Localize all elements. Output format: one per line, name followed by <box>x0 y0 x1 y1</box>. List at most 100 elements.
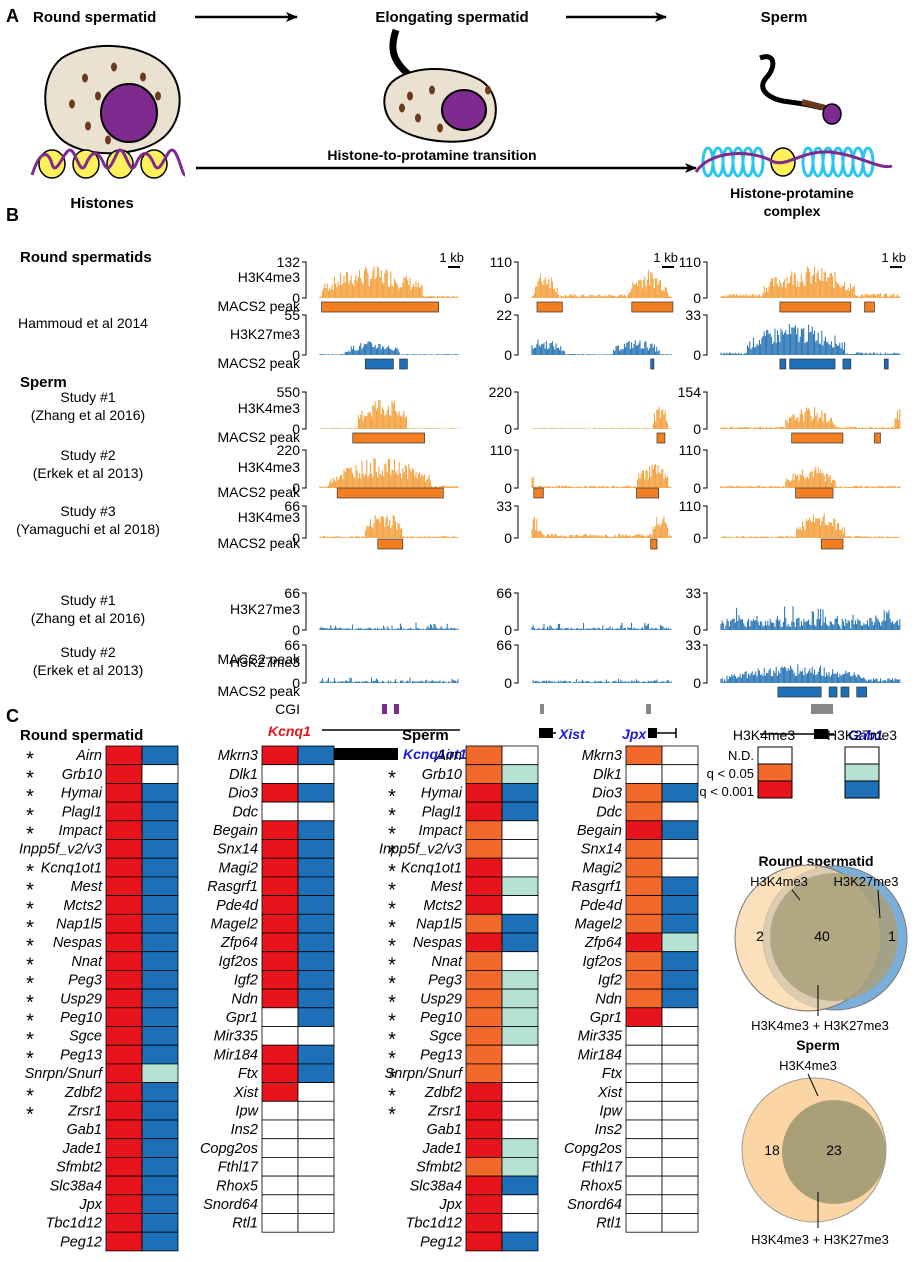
gene-name: Snord64 <box>567 1197 622 1213</box>
gene-name: Airn <box>435 748 462 764</box>
gene-name: Zfp64 <box>584 935 622 951</box>
signal-track <box>531 622 672 630</box>
macs2-peak <box>842 358 852 370</box>
track-mark-label: H3K4me3 <box>238 269 300 285</box>
heatmap-cell <box>141 932 179 953</box>
heatmap-cell <box>465 913 503 934</box>
gene-name: Inpp5f_v2/v3 <box>379 842 462 858</box>
gene-name: Dlk1 <box>593 767 622 783</box>
heatmap-cell <box>501 895 539 915</box>
gene-name: Zfp64 <box>220 935 258 951</box>
heatmap-cell <box>141 1100 179 1121</box>
track-axis <box>302 505 307 539</box>
legend-swatch-q0001-h3k27 <box>844 780 880 799</box>
heatmap-cell <box>261 1007 299 1027</box>
track-mark-label: H3K27me3 <box>230 326 300 342</box>
heatmap-cell <box>105 1119 143 1140</box>
track-axis <box>703 505 708 539</box>
heatmap-cell <box>661 1119 699 1140</box>
heatmap-cell <box>501 764 539 784</box>
significance-star: * <box>388 898 396 920</box>
venn-round-label-both: H3K4me3 + H3K27me3 <box>751 1018 889 1033</box>
track-max-label: 55 <box>284 307 300 323</box>
gene-body <box>539 728 553 738</box>
track-zero-label: 0 <box>693 290 701 306</box>
gene-name: Igf2 <box>234 973 258 989</box>
signal-track <box>319 400 459 429</box>
heatmap-cell <box>501 876 539 897</box>
track-max-label: 110 <box>490 442 513 458</box>
track-axis <box>514 505 519 539</box>
macs2-peak <box>399 358 408 370</box>
heatmap-cell <box>625 783 663 803</box>
study-ref-label: (Erkek et al 2013) <box>33 662 144 678</box>
heatmap-cell <box>465 1026 503 1046</box>
gene-name: Dlk1 <box>229 767 258 783</box>
signal-track <box>720 664 901 683</box>
macs2-peak <box>352 432 425 444</box>
heatmap-cell <box>105 1231 143 1252</box>
panel-letter-a: A <box>6 6 19 26</box>
macs2-peak <box>377 538 404 550</box>
heatmap-cell <box>297 1063 335 1084</box>
track-max-label: 66 <box>284 585 300 601</box>
signal-track <box>319 677 459 683</box>
heatmap-cell <box>661 913 699 934</box>
heatmap-cell <box>141 857 179 878</box>
signal-track <box>531 464 672 488</box>
heatmap-cell <box>661 1007 699 1027</box>
heatmap-cell <box>141 895 179 915</box>
macs2-peak <box>840 686 850 698</box>
study-ref-label: (Zhang et al 2016) <box>31 407 145 423</box>
significance-star: * <box>388 973 396 995</box>
heatmap-cell <box>625 932 663 953</box>
heatmap-cell <box>465 1044 503 1065</box>
gene-name: Peg10 <box>420 1010 462 1026</box>
significance-star: * <box>388 880 396 902</box>
legend-swatch-q0001-h3k4 <box>757 780 793 799</box>
heatmap-cell <box>141 1026 179 1046</box>
heatmap-cell <box>261 1213 299 1233</box>
gene-name: Sfmbt2 <box>56 1160 102 1176</box>
track-zero-label: 0 <box>504 622 512 638</box>
venn-sperm-label-both: H3K4me3 + H3K27me3 <box>751 1232 889 1247</box>
macs2-peak <box>364 358 394 370</box>
gene-name: Snord64 <box>203 1197 258 1213</box>
heatmap-cell <box>501 1082 539 1102</box>
track-axis <box>703 391 708 430</box>
gene-name: Dio3 <box>228 786 258 802</box>
study-label: Study #3 <box>60 503 115 519</box>
track-max-label: 110 <box>679 498 702 514</box>
heatmap-cell <box>261 783 299 803</box>
heatmap-cell <box>297 820 335 840</box>
gene-name: Ftx <box>238 1066 259 1082</box>
cgi-label: CGI <box>275 701 300 717</box>
heatmap-cell <box>501 913 539 934</box>
venn-round-only-a: 2 <box>756 928 764 944</box>
heatmap-cell <box>625 1194 663 1214</box>
track-axis <box>703 314 708 356</box>
heatmap-cell <box>141 876 179 897</box>
gene-name: Igf2os <box>583 954 623 970</box>
heatmap-cell <box>297 857 335 878</box>
heatmap-cell <box>297 1157 335 1177</box>
heatmap-cell <box>105 1007 143 1027</box>
macs2-peak <box>656 432 666 444</box>
heatmap-cell <box>661 1213 699 1233</box>
heatmap-cell <box>661 1063 699 1084</box>
round-spermatid-heatmap-title: Round spermatid <box>20 727 143 744</box>
track-max-label: 66 <box>284 498 300 514</box>
signal-track <box>531 269 672 298</box>
gene-name: Ddc <box>596 804 623 820</box>
gene-name: Begain <box>213 823 258 839</box>
gene-name: Rasgrf1 <box>207 879 258 895</box>
macs2-peak <box>874 432 881 444</box>
track-axis <box>302 314 307 356</box>
track-max-label: 132 <box>277 254 301 270</box>
heatmap-cell <box>141 1213 179 1233</box>
heatmap-cell <box>501 932 539 953</box>
macs2-peak <box>650 538 658 550</box>
heatmap-cell <box>661 820 699 840</box>
heatmap-cell <box>501 951 539 971</box>
significance-star: * <box>388 786 396 808</box>
